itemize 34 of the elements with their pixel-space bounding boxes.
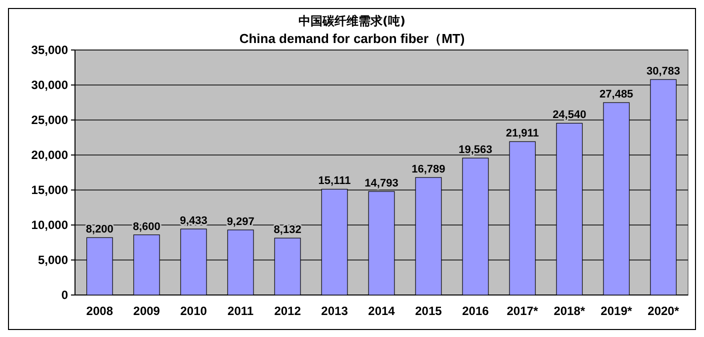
chart-subtitle: China demand for carbon fiber（MT) (239, 31, 465, 46)
data-label: 8,132 (274, 224, 302, 236)
chart-title: 中国碳纤维需求(吨) (298, 14, 406, 28)
data-label: 9,433 (180, 214, 208, 227)
data-label: 16,789 (412, 163, 446, 176)
x-tick-label: 2010 (180, 304, 208, 318)
x-tick-label: 2013 (321, 304, 348, 318)
x-tick-label: 2020* (648, 304, 680, 318)
x-tick-label: 2009 (133, 304, 160, 318)
y-tick-label: 0 (61, 288, 68, 302)
data-label: 14,793 (364, 177, 398, 190)
data-label: 27,485 (600, 88, 634, 101)
y-tick-label: 25,000 (31, 113, 68, 127)
x-tick-label: 2019* (600, 304, 632, 318)
data-label: 15,111 (318, 175, 351, 188)
x-tick-label: 2016 (462, 304, 490, 318)
y-tick-label: 30,000 (31, 78, 68, 92)
y-tick-label: 5,000 (38, 253, 68, 267)
x-tick-label: 2008 (86, 304, 114, 318)
y-tick-label: 10,000 (31, 218, 68, 232)
y-tick-label: 35,000 (31, 43, 68, 57)
x-tick-label: 2015 (415, 304, 442, 318)
x-tick-label: 2014 (368, 304, 396, 318)
y-tick-label: 15,000 (31, 183, 68, 197)
x-tick-label: 2011 (228, 304, 254, 318)
data-label: 30,783 (646, 66, 680, 78)
data-label: 24,540 (552, 109, 586, 122)
x-tick-label: 2017* (506, 304, 538, 318)
data-label: 19,563 (458, 144, 492, 156)
data-label: 21,911 (506, 128, 539, 140)
x-tick-label: 2018* (554, 304, 586, 318)
y-tick-label: 20,000 (31, 148, 68, 162)
data-label: 8,200 (86, 224, 114, 236)
x-tick-label: 2012 (274, 304, 302, 318)
